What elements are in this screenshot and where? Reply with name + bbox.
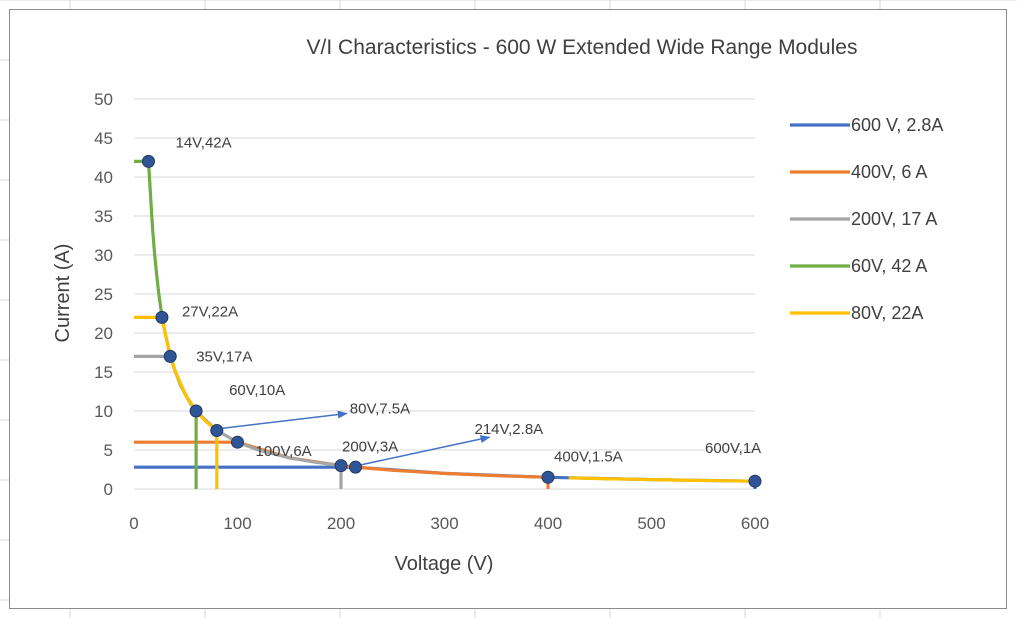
data-label: 14V,42A	[175, 134, 231, 151]
chart-title: V/I Characteristics - 600 W Extended Wid…	[307, 36, 858, 59]
series-line	[568, 476, 756, 483]
annotation-arrows	[220, 410, 491, 466]
legend-entry: 80V, 22A	[851, 303, 923, 323]
x-tick-labels: 0 100 200 300 400 500 600	[129, 514, 769, 533]
legend-entry: 400V, 6 A	[851, 162, 927, 182]
y-tick-label: 25	[94, 285, 113, 304]
legend: 600 V, 2.8A 400V, 6 A 200V, 17 A 60V, 42 A 8…	[790, 115, 943, 323]
data-label: 200V,3A	[342, 439, 398, 456]
x-tick-label: 100	[223, 514, 251, 533]
annotation-arrow	[359, 435, 491, 466]
data-labels: 14V,42A 27V,22A 35V,17A 60V,10A 80V,7.5A 100V…	[175, 134, 761, 465]
x-tick-label: 200	[327, 514, 355, 533]
data-point	[189, 404, 203, 418]
data-point	[163, 349, 177, 363]
data-point	[334, 459, 348, 473]
legend-entry: 60V, 42 A	[851, 256, 927, 276]
series-line	[134, 465, 757, 489]
y-axis-title: Current (A)	[52, 244, 74, 343]
data-label: 400V,1.5A	[554, 448, 623, 465]
data-label: 80V,7.5A	[350, 401, 410, 418]
data-point	[541, 470, 555, 484]
x-tick-label: 400	[534, 514, 562, 533]
y-tick-label: 10	[94, 402, 113, 421]
y-tick-label: 30	[94, 246, 113, 265]
data-label: 600V,1A	[705, 440, 761, 457]
data-point	[210, 424, 224, 437]
data-point	[231, 435, 244, 449]
legend-entry: 200V, 17 A	[851, 209, 937, 229]
y-tick-label: 20	[94, 324, 113, 343]
data-label: 214V,2.8A	[474, 421, 543, 438]
data-point	[748, 474, 762, 488]
data-label: 27V,22A	[182, 303, 238, 320]
y-tick-label: 50	[94, 90, 113, 109]
y-tick-label: 40	[94, 168, 113, 187]
x-tick-label: 0	[129, 514, 138, 533]
x-axis-title: Voltage (V)	[395, 553, 494, 575]
y-tick-label: 0	[104, 480, 113, 499]
y-tick-label: 45	[94, 129, 113, 148]
data-point	[155, 310, 169, 324]
data-label: 35V,17A	[196, 348, 252, 365]
data-point	[141, 154, 155, 168]
data-points	[141, 154, 762, 488]
series-lines	[134, 159, 757, 489]
series-line	[134, 354, 343, 489]
y-tick-label: 15	[94, 363, 113, 382]
x-tick-label: 500	[637, 514, 665, 533]
gridlines	[134, 98, 755, 490]
data-label: 60V,10A	[229, 382, 285, 399]
data-point	[348, 460, 362, 474]
x-tick-label: 300	[430, 514, 458, 533]
annotation-arrow	[220, 410, 348, 430]
y-tick-label: 35	[94, 207, 113, 226]
x-tick-label: 600	[741, 514, 769, 533]
series-line	[134, 315, 219, 489]
y-tick-label: 5	[104, 441, 113, 460]
legend-entry: 600 V, 2.8A	[851, 115, 943, 135]
chart-frame	[9, 9, 1007, 609]
y-tick-labels: 0 5 10 15 20 25 30 35 40 45 50	[94, 90, 113, 499]
data-label: 100V,6A	[256, 443, 312, 460]
